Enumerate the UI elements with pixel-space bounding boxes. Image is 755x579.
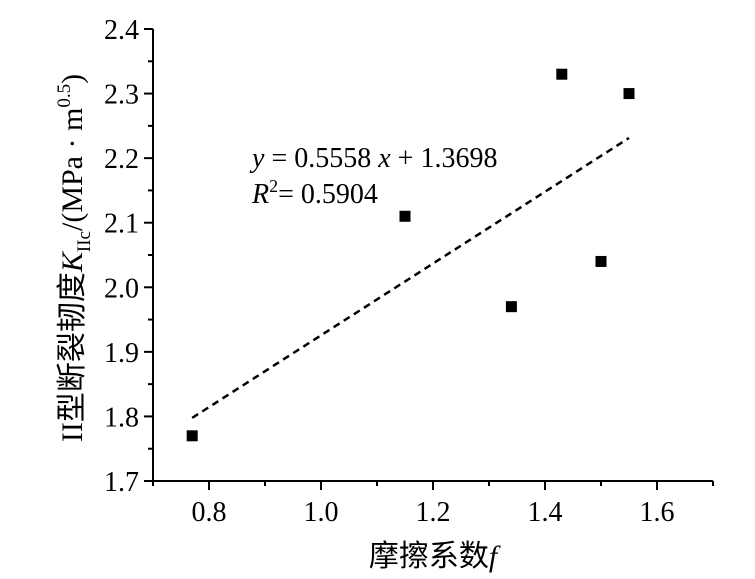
data-point xyxy=(556,68,568,80)
y-tick-label: 2.4 xyxy=(104,15,139,46)
y-tick-label: 1.9 xyxy=(104,338,139,369)
fit-line xyxy=(191,136,630,419)
x-tick-label: 1.6 xyxy=(640,497,675,528)
y-tick-label: 2.2 xyxy=(104,144,139,175)
y-tick-label: 2.3 xyxy=(104,80,139,111)
data-points xyxy=(186,68,635,442)
ticks: 0.8 1.0 1.2 1.4 1.6 1.7 1.8 1.9 2.0 2.1 2.2 2.3 2.4 xyxy=(104,15,714,528)
fit-line-group xyxy=(191,136,630,419)
data-point xyxy=(623,88,635,100)
y-tick-label: 1.8 xyxy=(104,402,139,433)
x-tick-label: 1.4 xyxy=(528,497,563,528)
x-tick-label: 0.8 xyxy=(192,497,227,528)
y-tick-label: 2.0 xyxy=(104,273,139,304)
x-tick-label: 1.0 xyxy=(304,497,339,528)
data-point xyxy=(399,210,411,222)
y-tick-label: 1.7 xyxy=(104,467,139,498)
data-point xyxy=(505,301,517,313)
x-axis-label: 摩擦系数f xyxy=(369,540,501,573)
data-point xyxy=(186,430,198,442)
x-tick-label: 1.2 xyxy=(416,497,451,528)
r-squared-label: R2= 0.5904 xyxy=(251,176,378,210)
y-axis-label: II型断裂韧度KIIc/(MPa · m0.5) xyxy=(54,74,95,442)
data-point xyxy=(595,255,607,267)
y-tick-label: 2.1 xyxy=(104,209,139,240)
fit-equation: y = 0.5558 x + 1.3698 xyxy=(249,143,497,174)
